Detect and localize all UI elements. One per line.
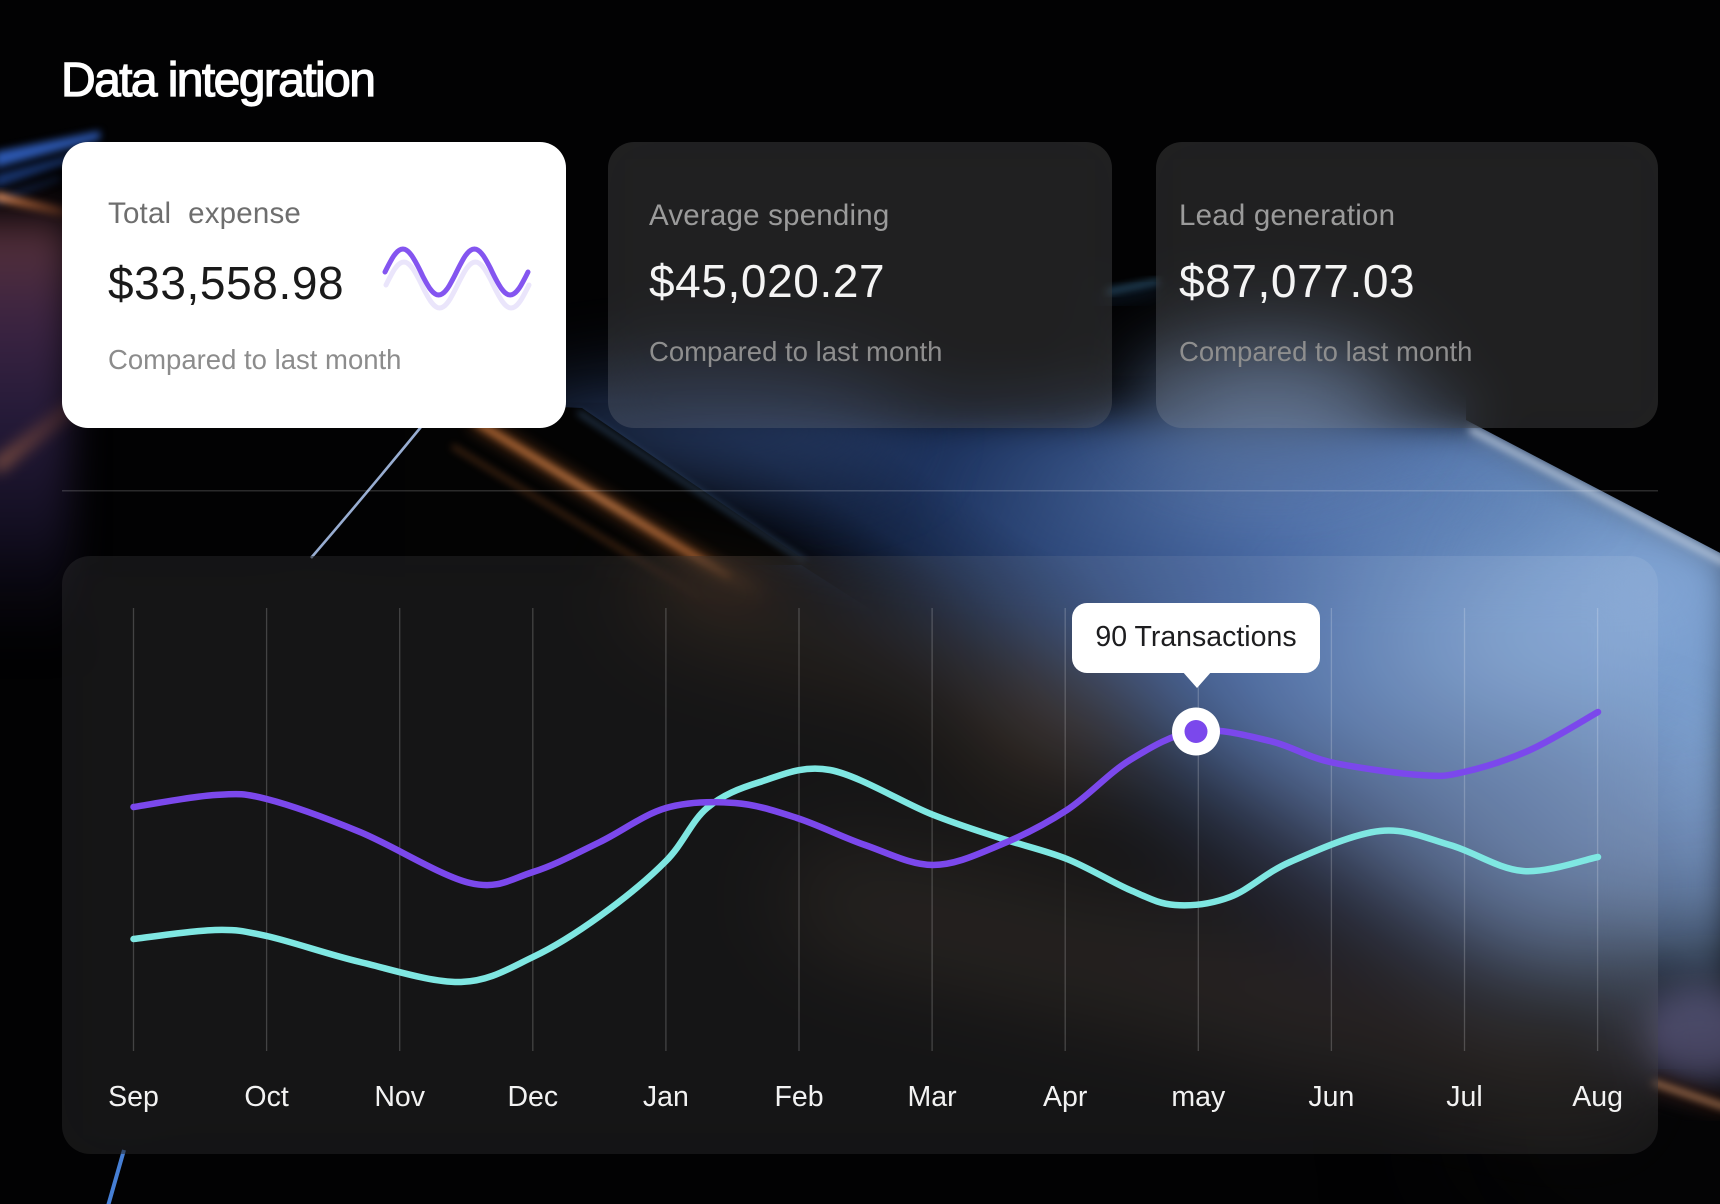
svg-text:Apr: Apr <box>1043 1081 1088 1113</box>
svg-text:Dec: Dec <box>507 1081 558 1113</box>
svg-text:Mar: Mar <box>908 1081 958 1113</box>
svg-text:Nov: Nov <box>374 1081 425 1113</box>
svg-text:Jul: Jul <box>1446 1081 1482 1113</box>
svg-text:may: may <box>1171 1081 1226 1113</box>
svg-text:Jan: Jan <box>643 1081 689 1113</box>
svg-text:Sep: Sep <box>108 1081 159 1113</box>
svg-text:Feb: Feb <box>774 1081 823 1113</box>
svg-text:Jun: Jun <box>1308 1081 1354 1113</box>
svg-text:Aug: Aug <box>1572 1081 1623 1113</box>
svg-text:Oct: Oct <box>244 1081 288 1113</box>
